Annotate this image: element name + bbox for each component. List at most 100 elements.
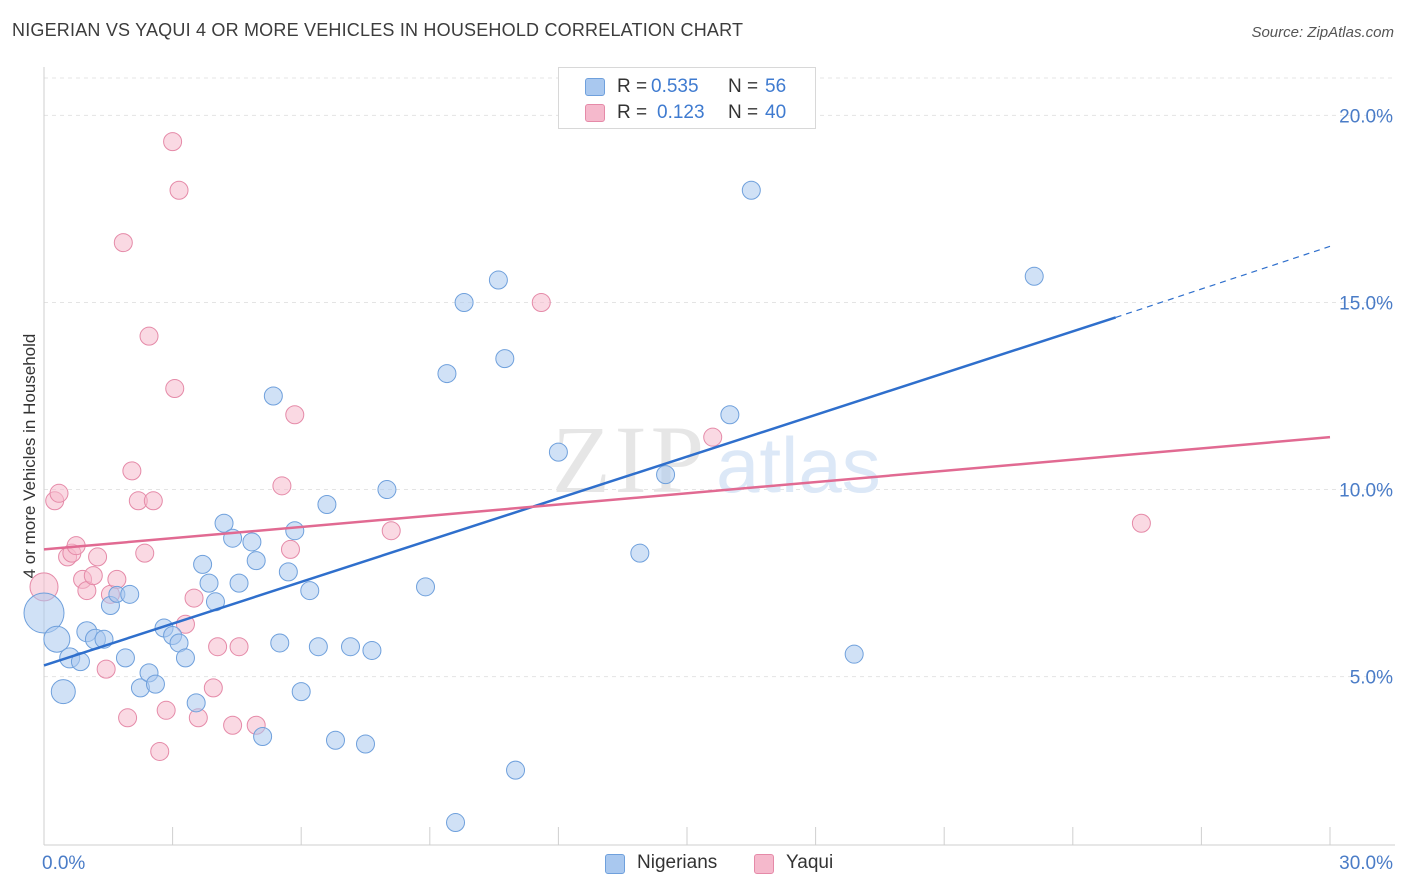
nigerian-point [356,734,375,754]
nigerian-point [214,513,234,533]
nigerian-point [317,495,337,515]
tick-labels: 5.0% 10.0% 15.0% 20.0% 0.0% 30.0% [42,106,1393,874]
yaqui-point [203,678,223,698]
yaqui-point [169,180,189,200]
yaqui-point [113,233,133,253]
r-value: 0.535 [651,76,699,97]
yaqui-point [381,521,401,541]
yaqui-point [135,543,155,563]
nigerian-point [340,637,360,657]
yaqui-swatch [585,104,605,122]
nigerian-point [548,442,568,462]
y-tick-label: 15.0% [1339,293,1393,314]
nigerian-point [437,364,457,384]
nigerian-point [229,573,249,593]
nigerian-point [308,637,328,657]
yaqui-point [184,588,204,608]
yaqui-point [280,539,300,559]
nigerian-point [291,682,311,702]
yaqui-point [88,547,108,567]
yaqui-point [163,132,183,152]
yaqui-point [229,637,249,657]
nigerian-point [285,521,305,541]
nigerian-point [446,813,466,833]
nigerian-point [416,577,436,597]
nigerian-point [325,730,345,750]
yaqui-point [223,715,243,735]
nigerian-point [175,648,195,668]
yaqui-point [122,461,142,481]
yaqui-point [703,427,723,447]
source-label: Source: ZipAtlas.com [1251,24,1394,41]
r-value: 0.123 [657,102,705,123]
n-label: N = [728,76,759,97]
nigerian-point [630,543,650,563]
yaqui-points [29,132,1151,761]
x-tick-label: 30.0% [1339,853,1393,874]
nigerian-point [488,270,508,290]
nigerian-point [454,292,474,312]
yaqui-point [285,405,305,425]
n-value: 40 [765,102,787,123]
nigerian-point [186,693,206,713]
x-tick-label: 0.0% [42,853,85,874]
nigerian-point [23,592,65,634]
watermark-atlas: atlas [716,421,881,509]
yaqui-point [49,483,69,503]
nigerian-point [720,405,740,425]
nigerians-trend-extension [1115,245,1331,319]
nigerians-swatch [605,854,625,874]
y-tick-label: 10.0% [1339,481,1393,502]
nigerian-point [495,349,515,369]
y-tick-label: 5.0% [1350,668,1393,689]
nigerian-point [656,465,676,485]
watermark: ZIP atlas [552,406,881,513]
yaqui-point [118,708,138,728]
chart-title: NIGERIAN VS YAQUI 4 OR MORE VEHICLES IN … [12,20,744,40]
nigerian-point [1024,266,1044,286]
n-value: 56 [765,76,787,97]
r-label: R = [617,102,648,123]
yaqui-point [208,637,228,657]
nigerian-point [193,554,213,574]
watermark-zip: ZIP [552,406,708,513]
nigerian-point [270,633,290,653]
yaqui-point [139,326,159,346]
nigerian-point [115,648,135,668]
y-axis-label: 4 or more Vehicles in Household [20,334,39,579]
nigerian-point [844,644,864,664]
nigerians-swatch [585,78,605,96]
nigerian-point [506,760,526,780]
trend-lines [43,245,1331,667]
nigerian-point [263,386,283,406]
yaqui-point [1131,513,1151,533]
nigerian-point [741,180,761,200]
yaqui-point [531,292,551,312]
yaqui-point [165,379,185,399]
nigerian-point [300,581,320,601]
y-tick-label: 20.0% [1339,106,1393,127]
nigerian-point [278,562,298,582]
legend-label: Nigerians [637,852,718,873]
r-label: R = [617,76,648,97]
nigerian-point [253,726,273,746]
yaqui-point [150,741,170,761]
yaqui-trend-line [43,435,1331,551]
nigerian-point [362,640,382,660]
nigerian-point [199,573,219,593]
yaqui-swatch [754,854,774,874]
yaqui-point [143,491,163,511]
yaqui-point [83,566,103,586]
nigerian-point [145,674,165,694]
nigerians-points [23,180,1044,833]
nigerian-point [120,584,140,604]
nigerian-point [246,551,266,571]
correlation-legend: R = 0.535 N = 56 R = 0.123 N = 40 [558,67,816,129]
series-legend: Nigerians Yaqui [0,852,1406,878]
n-label: N = [728,102,759,123]
axes [43,67,1395,846]
yaqui-point [107,569,127,589]
legend-label: Yaqui [786,852,834,873]
nigerian-point [43,625,71,653]
